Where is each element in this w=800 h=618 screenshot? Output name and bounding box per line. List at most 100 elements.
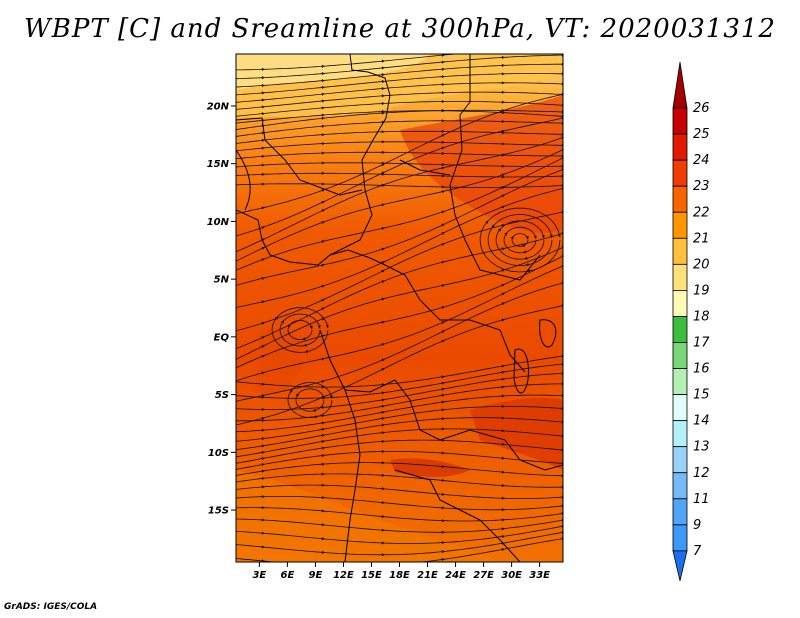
streamline-arrow xyxy=(381,111,385,115)
streamline-arrow xyxy=(261,163,265,167)
streamline-arrow xyxy=(381,171,385,175)
streamline xyxy=(236,151,563,160)
streamline-arrow xyxy=(261,371,265,375)
colorbar-top-arrow xyxy=(672,61,688,109)
streamline-arrow xyxy=(381,226,385,230)
streamline-arrow xyxy=(441,67,445,71)
streamline-arrow xyxy=(261,476,265,481)
streamline xyxy=(236,120,563,137)
streamline-arrow xyxy=(261,428,265,432)
streamline-arrow xyxy=(302,337,306,341)
latitude-axis: 20N 15N 10N 5N EQ 5S 10S 15S xyxy=(207,101,236,517)
streamline-arrow xyxy=(521,244,525,248)
streamline-arrow xyxy=(501,470,505,474)
streamline xyxy=(279,313,321,347)
streamline-arrow xyxy=(321,509,325,513)
streamline-arrow xyxy=(501,394,505,398)
streamline-arrow xyxy=(295,393,299,397)
country-border xyxy=(236,149,251,211)
streamline-arrow xyxy=(313,415,318,419)
country-border xyxy=(329,54,391,256)
streamline-arrow xyxy=(441,284,445,288)
lon-tick-label: 18E xyxy=(389,570,410,581)
lon-tick-label: 21E xyxy=(417,570,438,581)
streamline-arrow xyxy=(501,72,505,76)
colorbar-label: 18 xyxy=(693,309,710,324)
colorbar-segment xyxy=(672,316,688,343)
streamline-arrow xyxy=(501,318,505,322)
streamline-arrow xyxy=(510,236,514,240)
colorbar-segment xyxy=(672,237,688,265)
colorbar-label: 15 xyxy=(693,388,710,403)
lat-tick-label: 10S xyxy=(208,448,229,459)
streamline-arrow xyxy=(501,194,505,198)
colorbar-label: 11 xyxy=(693,492,710,507)
streamline-arrow xyxy=(497,228,502,232)
streamline xyxy=(236,507,563,522)
streamline-arrow xyxy=(381,404,385,408)
colorbar-segment xyxy=(672,394,688,422)
lat-tick-label: 15N xyxy=(207,159,230,170)
streamline-arrow xyxy=(441,119,445,123)
streamline-arrow xyxy=(261,105,265,109)
colorbar-label: 26 xyxy=(693,101,710,116)
colorbar-bottom-arrow xyxy=(672,550,688,582)
streamline-arrow xyxy=(501,186,505,189)
streamline-arrow xyxy=(381,130,385,134)
streamline xyxy=(236,109,563,130)
streamline-arrow xyxy=(381,398,385,402)
streamline-arrow xyxy=(309,325,313,330)
streamline-arrow xyxy=(501,442,505,446)
streamline-arrow xyxy=(321,263,325,267)
streamline-arrow xyxy=(321,433,325,437)
streamline-arrow xyxy=(321,209,325,213)
streamline-arrow xyxy=(441,339,445,343)
streamline-arrow xyxy=(261,154,265,158)
streamline-arrow xyxy=(381,261,385,265)
streamline-arrow xyxy=(321,440,325,444)
country-border xyxy=(236,209,386,266)
streamline-arrow xyxy=(562,45,565,48)
streamline-arrow xyxy=(441,242,445,246)
streamline-arrow xyxy=(321,201,325,204)
country-border xyxy=(344,379,563,471)
streamline-arrow xyxy=(325,324,329,329)
streamline xyxy=(236,305,563,426)
streamline xyxy=(236,211,563,332)
streamline-arrow xyxy=(381,150,385,154)
streamline-arrow xyxy=(381,473,385,477)
streamline-arrow xyxy=(381,391,385,395)
streamline-arrow xyxy=(261,416,265,420)
streamline-arrow xyxy=(441,387,445,391)
streamline-arrow xyxy=(381,73,385,77)
streamline-arrow xyxy=(261,382,265,386)
streamline-arrow xyxy=(261,226,265,230)
streamline-arrow xyxy=(441,541,445,545)
lon-tick-label: 12E xyxy=(333,570,354,581)
streamline-arrow xyxy=(381,553,385,557)
streamline-arrow xyxy=(441,417,445,421)
lat-tick-label: 10N xyxy=(207,217,230,228)
streamline-arrow xyxy=(321,421,325,425)
streamline-arrow xyxy=(261,112,265,116)
lat-tick-label: 5N xyxy=(214,275,230,286)
streamline-arrow xyxy=(501,527,505,531)
colorbar: 26 25 24 23 22 21 20 19 18 17 16 15 14 13 12 11 9 7 xyxy=(672,61,710,582)
streamline-arrow xyxy=(501,364,505,368)
streamline xyxy=(236,157,563,271)
streamline-arrow xyxy=(381,528,385,532)
streamline-arrow xyxy=(261,545,265,549)
lat-tick-label: 5S xyxy=(215,390,229,401)
streamline-arrow xyxy=(501,283,505,287)
streamline-arrow xyxy=(381,66,385,70)
streamline-arrow xyxy=(501,484,505,488)
streamline-arrow xyxy=(501,292,505,296)
streamline-arrow xyxy=(381,94,385,98)
streamline-arrow xyxy=(261,182,265,186)
streamline-arrow xyxy=(321,79,325,83)
streamline-arrow xyxy=(381,297,385,301)
colorbar-label: 24 xyxy=(693,153,710,168)
streamline-arrow xyxy=(321,106,325,110)
streamline-arrow xyxy=(381,320,385,324)
streamline-arrow xyxy=(382,564,385,567)
